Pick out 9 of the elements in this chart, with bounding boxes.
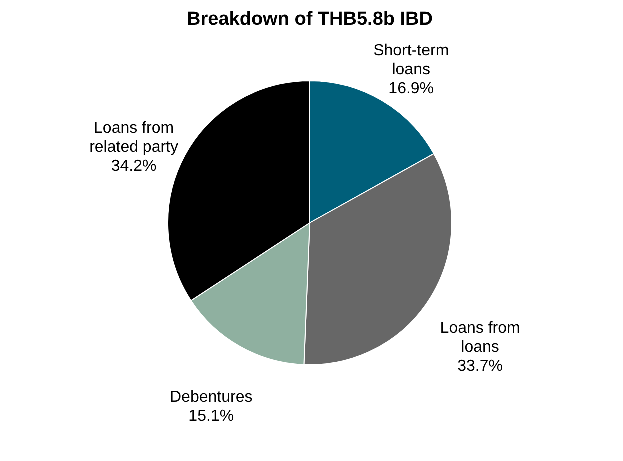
data-label: 15.1% [188,408,234,425]
slice-label: Loans from loans [440,320,520,356]
slice-label: Short-term loans [374,42,450,79]
data-label: 34.2% [111,158,157,175]
data-label: 16.9% [388,80,434,98]
data-label: 33.7% [458,358,503,375]
slice-label: Loans from related party [90,120,179,156]
chart-title: Breakdown of THB5.8b IBD [187,9,433,30]
slice-label: Debentures [170,388,253,406]
